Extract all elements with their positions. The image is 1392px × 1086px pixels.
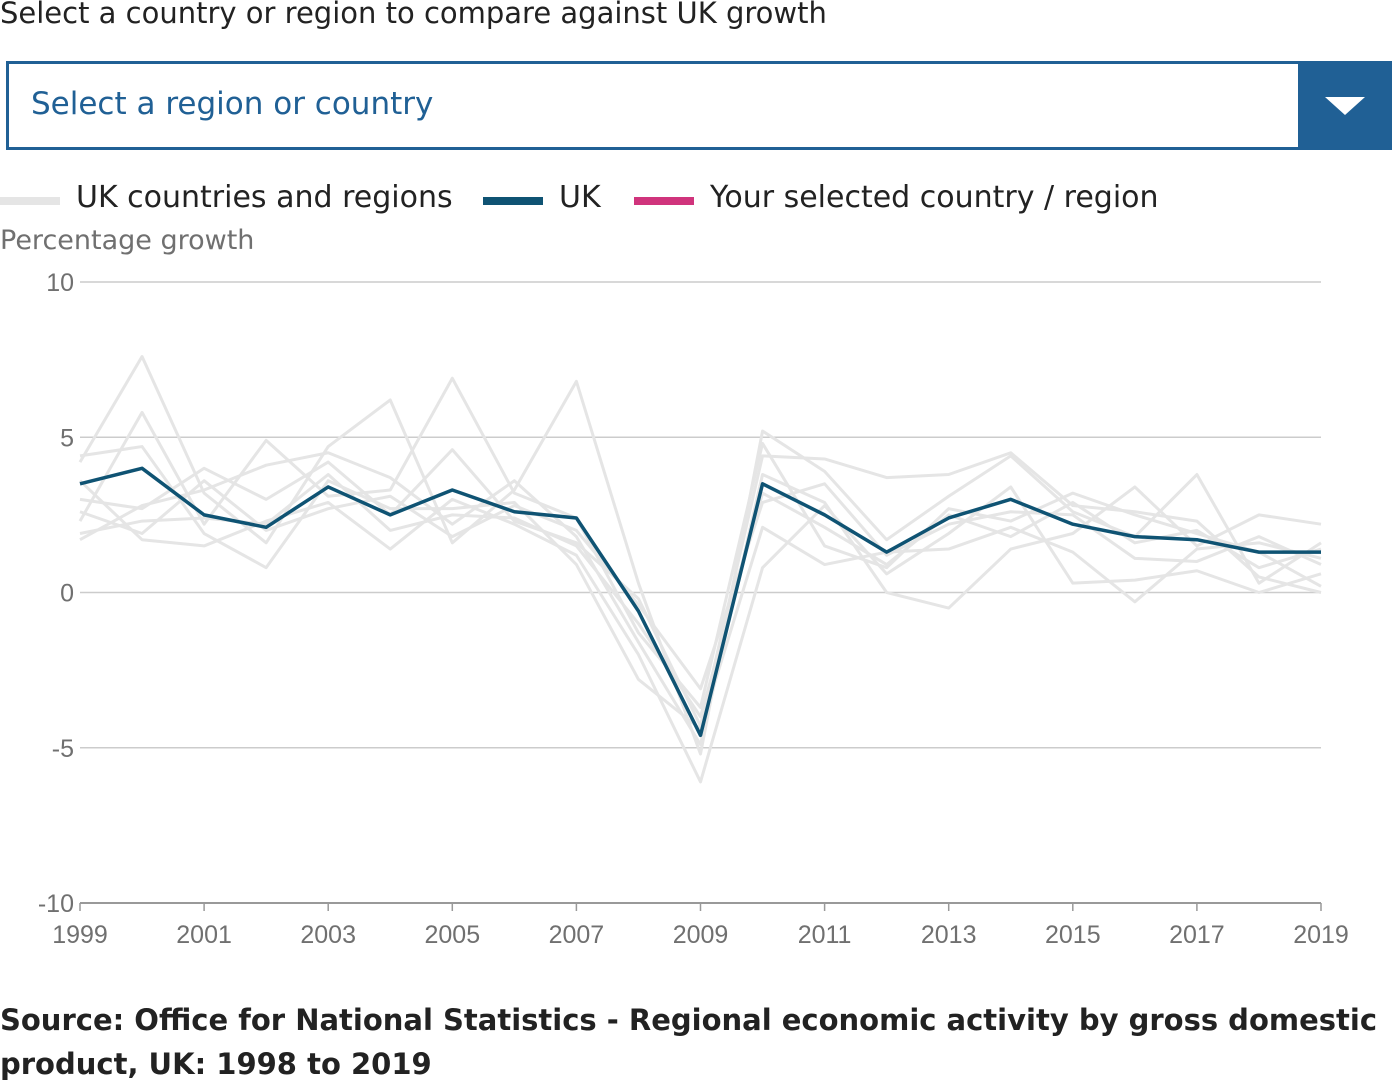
y-tick-label: 0 xyxy=(60,580,74,608)
y-tick-label: 5 xyxy=(60,424,74,452)
compare-prompt: Select a country or region to compare ag… xyxy=(0,0,827,30)
legend-label-selected: Your selected country / region xyxy=(710,180,1159,215)
growth-line-chart: 10 5 0 -5 -10 1999 2001 2003 2005 2007 2009 2011 201… xyxy=(38,269,1349,949)
x-tick-label: 1999 xyxy=(52,921,108,949)
uk-series-line xyxy=(79,466,1321,738)
x-tick-label: 2017 xyxy=(1169,921,1225,949)
y-tick-label: -10 xyxy=(38,890,74,918)
source-note: Source: Office for National Statistics -… xyxy=(0,1003,1378,1081)
legend-label-regions: UK countries and regions xyxy=(76,180,453,215)
x-tick-label: 2015 xyxy=(1045,921,1101,949)
y-tick-label: 10 xyxy=(46,269,74,297)
legend-label-uk: UK xyxy=(559,180,601,215)
region-series-line xyxy=(79,451,1322,747)
legend-swatch-uk xyxy=(483,197,543,205)
y-axis-label: Percentage growth xyxy=(0,225,255,256)
x-tick-label: 2011 xyxy=(798,921,852,949)
x-tick-label: 2013 xyxy=(921,921,977,949)
region-series-line xyxy=(79,479,1322,691)
x-tick-label: 2009 xyxy=(673,921,729,949)
select-placeholder: Select a region or country xyxy=(31,86,434,122)
legend-swatch-regions xyxy=(0,197,60,205)
x-tick-label: 2005 xyxy=(424,921,480,949)
region-series-line xyxy=(79,473,1322,719)
region-series-line xyxy=(78,355,1322,756)
select-dropdown-button[interactable] xyxy=(1298,61,1392,150)
x-tick-label: 2001 xyxy=(176,921,232,949)
region-country-select[interactable]: Select a region or country xyxy=(6,61,1392,150)
y-tick-label: -5 xyxy=(52,735,74,763)
x-tick-label: 2019 xyxy=(1293,921,1349,949)
x-tick-label: 2003 xyxy=(300,921,356,949)
region-series-line xyxy=(78,376,1322,709)
triangle-down-icon xyxy=(1325,97,1365,115)
x-tick-label: 2007 xyxy=(549,921,605,949)
legend-swatch-selected xyxy=(634,197,694,205)
